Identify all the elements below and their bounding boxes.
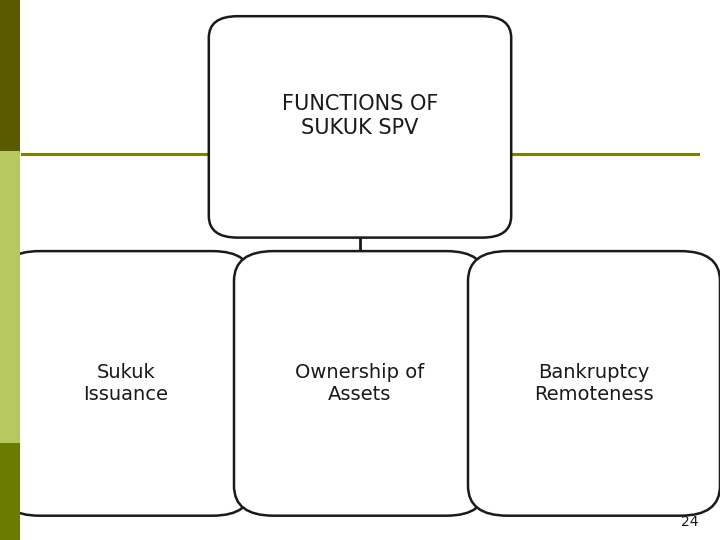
- Text: Bankruptcy
Remoteness: Bankruptcy Remoteness: [534, 363, 654, 404]
- Bar: [0, 0, 20, 151]
- Text: Ownership of
Assets: Ownership of Assets: [295, 363, 425, 404]
- Bar: [0, 443, 20, 540]
- FancyBboxPatch shape: [209, 16, 511, 238]
- Bar: [0, 151, 20, 443]
- FancyBboxPatch shape: [234, 251, 486, 516]
- Text: 24: 24: [681, 515, 698, 529]
- FancyBboxPatch shape: [468, 251, 720, 516]
- Text: FUNCTIONS OF
SUKUK SPV: FUNCTIONS OF SUKUK SPV: [282, 94, 438, 138]
- FancyBboxPatch shape: [0, 251, 252, 516]
- Text: Sukuk
Issuance: Sukuk Issuance: [84, 363, 168, 404]
